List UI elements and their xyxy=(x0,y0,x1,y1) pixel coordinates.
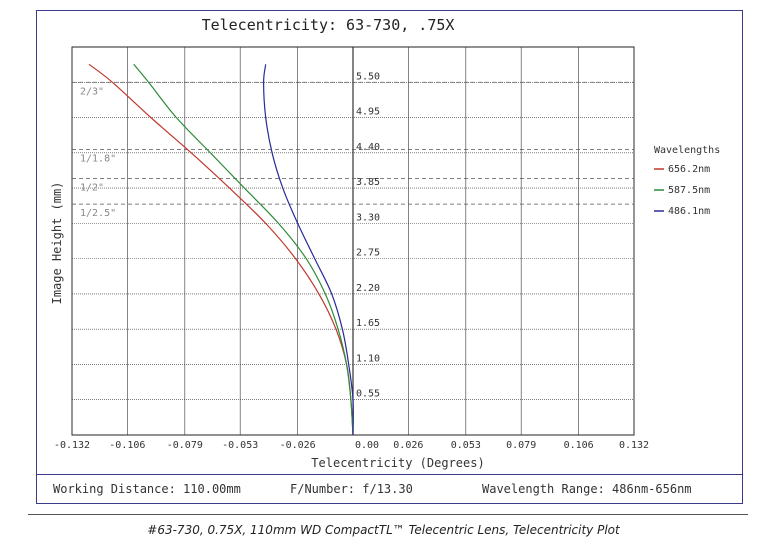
y-axis-label: Image Height (mm) xyxy=(50,182,64,305)
figure-caption: #63-730, 0.75X, 110mm WD CompactTL™ Tele… xyxy=(147,523,620,537)
legend: Wavelengths 656.2nm 587.5nm 486.1nm xyxy=(654,145,720,217)
sensor-label: 1/2.5" xyxy=(80,208,116,219)
caption-divider xyxy=(28,514,748,515)
legend-entry: 486.1nm xyxy=(668,206,710,217)
y-tick-label: 3.85 xyxy=(356,177,380,188)
y-tick-label: 1.10 xyxy=(356,353,380,364)
x-tick-label: 0.079 xyxy=(506,440,536,451)
legend-entry: 656.2nm xyxy=(668,164,710,175)
x-tick-label: 0.026 xyxy=(393,440,423,451)
y-tick-label: 1.65 xyxy=(356,318,380,329)
sensor-label: 1/2" xyxy=(80,182,104,193)
plot-frame xyxy=(36,10,743,475)
chart-title: Telecentricity: 63-730, .75X xyxy=(202,16,455,34)
series-line-486.1nm xyxy=(262,64,354,436)
y-tick-labels: 0.55 1.10 1.65 2.20 2.75 3.30 3.85 4.40 4.95 5.50 xyxy=(356,71,380,399)
y-tick-label: 5.50 xyxy=(356,71,380,82)
x-tick-label: -0.053 xyxy=(222,440,258,451)
legend-entry: 587.5nm xyxy=(668,185,710,196)
y-tick-label: 0.55 xyxy=(356,389,380,400)
x-tick-label: -0.132 xyxy=(54,440,90,451)
series-line-587.5nm xyxy=(133,63,354,436)
x-tick-label: -0.026 xyxy=(280,440,316,451)
sensor-label: 2/3" xyxy=(80,86,104,97)
working-distance: Working Distance: 110.00mm xyxy=(53,482,241,496)
x-axis-label: Telecentricity (Degrees) xyxy=(311,456,484,470)
y-tick-label: 4.95 xyxy=(356,107,380,118)
x-tick-label: 0.00 xyxy=(355,440,379,451)
x-tick-label: -0.106 xyxy=(109,440,145,451)
y-tick-label: 2.75 xyxy=(356,248,380,259)
sensor-lines: 2/3" 1/1.8" 1/2" 1/2.5" xyxy=(72,81,634,219)
wavelength-range: Wavelength Range: 486nm-656nm xyxy=(482,482,692,496)
f-number: F/Number: f/13.30 xyxy=(290,482,413,496)
x-tick-label: -0.079 xyxy=(167,440,203,451)
sensor-label: 1/1.8" xyxy=(80,154,116,165)
footer-info: Working Distance: 110.00mm F/Number: f/1… xyxy=(36,474,743,504)
y-tick-label: 2.20 xyxy=(356,283,380,294)
y-tick-label: 4.40 xyxy=(356,142,380,153)
x-tick-label: 0.053 xyxy=(451,440,481,451)
series-curves xyxy=(88,63,354,436)
x-tick-label: 0.106 xyxy=(564,440,594,451)
series-line-656.2nm xyxy=(88,63,354,436)
y-tick-label: 3.30 xyxy=(356,212,380,223)
x-tick-labels: -0.132 -0.106 -0.079 -0.053 -0.026 0.00 0.026 0… xyxy=(54,440,649,451)
legend-title: Wavelengths xyxy=(654,145,720,156)
x-tick-label: 0.132 xyxy=(619,440,649,451)
grid xyxy=(71,46,635,436)
